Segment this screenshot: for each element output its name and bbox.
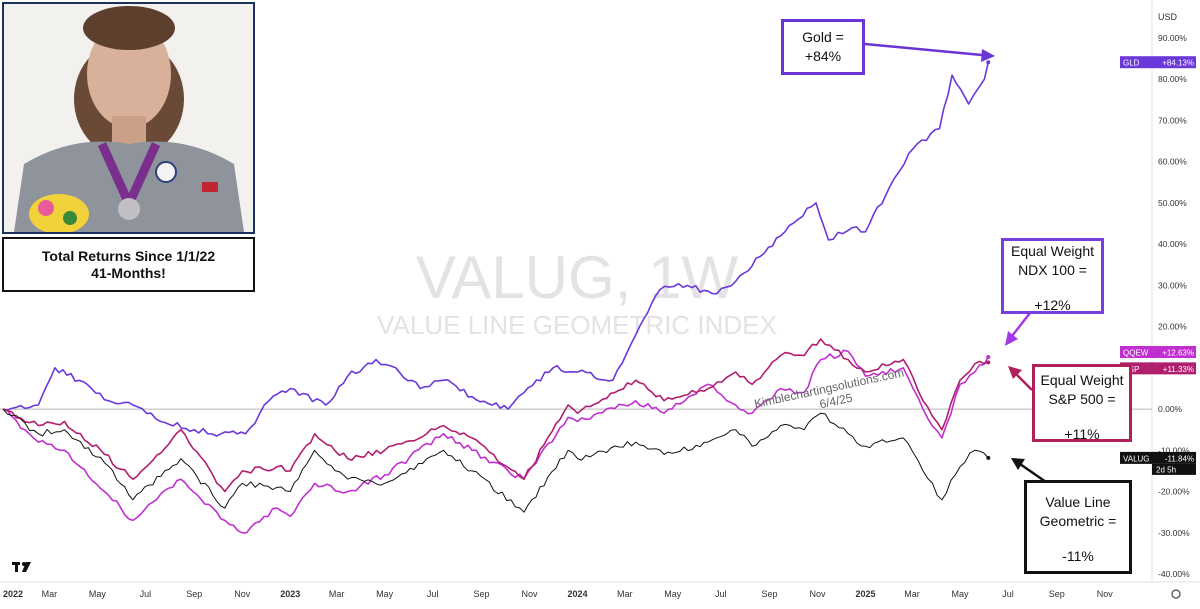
qqew-arrow — [1011, 312, 1031, 337]
axis-label-value: +84.13% — [1162, 59, 1194, 68]
y-tick-label: 20.00% — [1158, 322, 1187, 332]
rsp-arrowhead — [1008, 366, 1022, 379]
x-tick-label: Jul — [715, 589, 727, 599]
photo-panel — [2, 2, 255, 234]
series-last-point-valug — [986, 455, 991, 460]
qqew-callout: Equal Weight NDX 100 = +12% — [1001, 238, 1104, 314]
y-tick-label: -40.00% — [1158, 569, 1190, 579]
x-tick-label: 2023 — [280, 589, 300, 599]
callout-arrows — [864, 42, 1047, 484]
gold-callout-line-2: +84% — [804, 48, 842, 64]
axis-label-bg — [1120, 362, 1196, 375]
x-tick-label: May — [951, 589, 969, 599]
rsp-callout-line-3 — [1035, 409, 1129, 425]
y-tick-label: -30.00% — [1158, 528, 1190, 538]
rsp-arrow — [1015, 373, 1033, 391]
axis-label-qqew: QQEW +12.63% — [1120, 346, 1196, 359]
axis-label-valug: VALUG -11.84% 2d 5h — [1120, 451, 1196, 475]
watermark-symbol: VALUG, 1W — [416, 244, 739, 311]
x-tick-label: May — [89, 589, 107, 599]
rsp-callout-line-2: S&P 500 = — [1048, 391, 1116, 407]
x-tick-label: Nov — [810, 589, 827, 599]
axis-label-value: -11.84% — [1165, 454, 1194, 463]
series-line-valug — [2, 408, 989, 513]
x-tick-label: Sep — [186, 589, 202, 599]
axis-label-bg — [1120, 56, 1196, 69]
x-tick-label: Mar — [904, 589, 920, 599]
axis-label-name: QQEW — [1123, 349, 1149, 358]
settings-gear-icon[interactable] — [1171, 589, 1181, 599]
y-tick-label: -10.00% — [1158, 445, 1190, 455]
x-tick-label: Jul — [427, 589, 439, 599]
qqew-callout-line-3 — [1004, 280, 1101, 296]
x-tick-label: Nov — [1097, 589, 1114, 599]
valug-callout-line-3 — [1027, 531, 1129, 547]
rsp-callout-line-4: +11% — [1064, 426, 1100, 442]
series-last-point-rsp — [986, 360, 991, 365]
x-tick-label: Sep — [762, 589, 778, 599]
axis-label-gld: GLD +84.13% — [1120, 56, 1196, 69]
x-tick-label: Mar — [329, 589, 345, 599]
x-tick-label: Jul — [140, 589, 152, 599]
series-line-qqew — [2, 349, 989, 534]
valug-arrow — [1019, 462, 1047, 484]
x-tick-label: Nov — [234, 589, 251, 599]
axis-label-name: VALUG — [1123, 454, 1150, 463]
y-tick-label: 60.00% — [1158, 157, 1187, 167]
series-line-rsp — [2, 338, 989, 493]
x-tick-label: Sep — [473, 589, 489, 599]
rsp-callout-line-1: Equal Weight — [1040, 372, 1124, 388]
gold-arrowhead — [981, 49, 995, 62]
qqew-callout-line-4: +12% — [1034, 297, 1071, 313]
y-tick-label: 80.00% — [1158, 74, 1187, 84]
y-tick-label: -20.00% — [1158, 487, 1190, 497]
series-line-gld — [2, 62, 990, 437]
currency-label: USD — [1158, 12, 1178, 22]
axis-label-name: GLD — [1123, 59, 1140, 68]
returns-title-line-1: Total Returns Since 1/1/22 — [41, 248, 216, 264]
qqew-arrowhead — [1005, 331, 1018, 346]
x-tick-label: Jul — [1002, 589, 1014, 599]
x-tick-label: 2024 — [567, 589, 587, 599]
axis-label-bg — [1120, 346, 1196, 359]
y-tick-label: 90.00% — [1158, 33, 1187, 43]
valug-callout-line-2: Geometric = — [1039, 513, 1117, 529]
y-tick-label: 40.00% — [1158, 239, 1187, 249]
gold-callout: Gold = +84% — [781, 19, 865, 75]
valug-arrowhead — [1011, 458, 1025, 470]
y-tick-label: 0.00% — [1158, 404, 1183, 414]
x-tick-label: Mar — [617, 589, 633, 599]
site-watermark-date: 6/4/25 — [818, 391, 854, 412]
x-tick-label: Sep — [1049, 589, 1065, 599]
valug-callout: Value Line Geometric = -11% — [1024, 480, 1132, 574]
valug-callout-line-1: Value Line — [1045, 494, 1111, 510]
gold-callout-line-1: Gold = — [802, 29, 844, 45]
x-tick-label: May — [376, 589, 394, 599]
y-tick-label: 30.00% — [1158, 280, 1187, 290]
axis-label-extra: 2d 5h — [1156, 465, 1176, 474]
watermark-name: VALUE LINE GEOMETRIC INDEX — [377, 310, 777, 340]
gold-arrow — [864, 42, 983, 57]
axis-label-value: +11.33% — [1163, 365, 1194, 374]
axis-label-value: +12.63% — [1162, 349, 1194, 358]
axis-label-bg — [1120, 451, 1196, 464]
valug-callout-line-4: -11% — [1062, 548, 1094, 564]
qqew-callout-line-2: NDX 100 = — [1018, 262, 1087, 278]
x-tick-label: Mar — [42, 589, 58, 599]
returns-title-box: Total Returns Since 1/1/22 41-Months! — [2, 237, 255, 292]
series-last-point-gld — [986, 60, 991, 65]
x-tick-label: 2022 — [3, 589, 23, 599]
returns-title-line-2: 41-Months! — [91, 265, 166, 281]
qqew-callout-line-1: Equal Weight — [1010, 243, 1094, 259]
x-tick-label: 2025 — [856, 589, 876, 599]
tradingview-logo-icon — [12, 562, 31, 572]
x-tick-label: Nov — [521, 589, 538, 599]
athlete-photo — [4, 4, 253, 232]
series-last-point-qqew — [986, 355, 991, 360]
y-tick-label: 50.00% — [1158, 198, 1187, 208]
rsp-callout: Equal Weight S&P 500 = +11% — [1032, 364, 1132, 442]
axis-label-extra-bg — [1152, 463, 1196, 475]
x-tick-label: May — [664, 589, 682, 599]
y-tick-label: 70.00% — [1158, 115, 1187, 125]
